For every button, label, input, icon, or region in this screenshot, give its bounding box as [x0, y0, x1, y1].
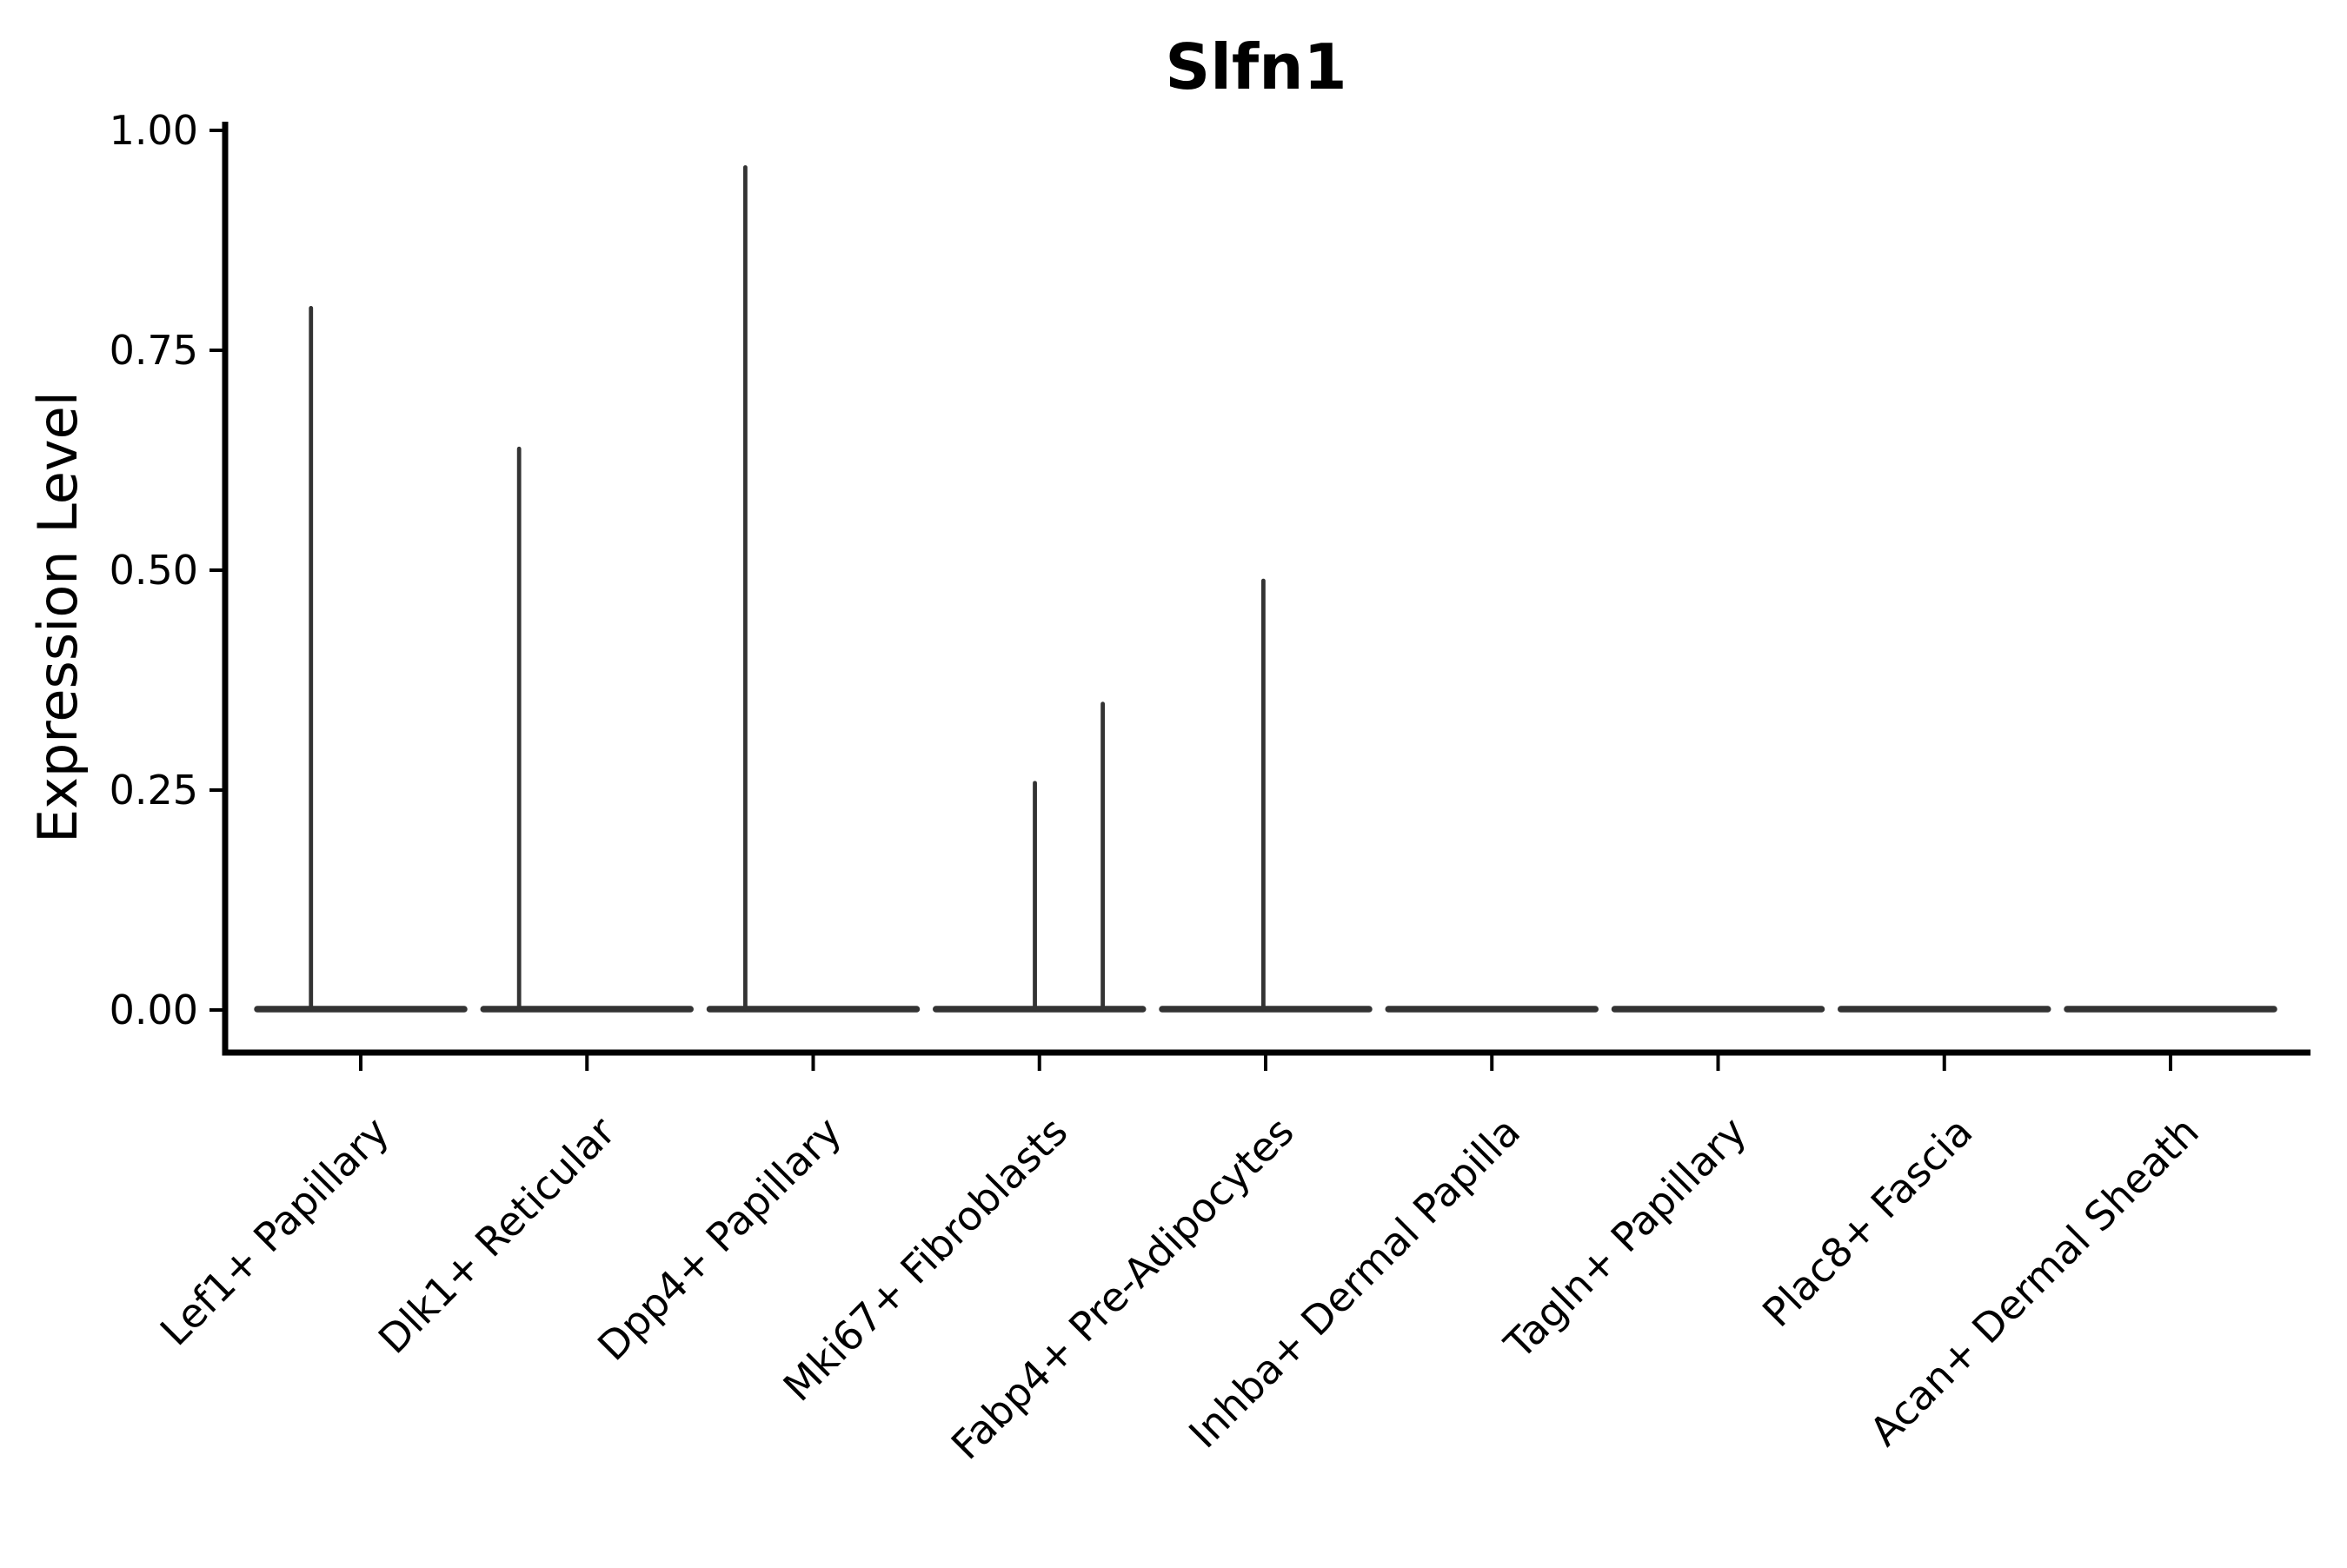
x-tick-label: Plac8+ Fascia [1753, 1108, 1981, 1336]
y-tick-label: 0.50 [110, 547, 198, 594]
y-axis-ticks: 1.00 0.75 0.50 0.25 0.00 [110, 107, 223, 1033]
y-tick-label: 1.00 [110, 107, 198, 154]
plot-title: Slfn1 [1165, 30, 1346, 103]
y-axis-label: Expression Level [26, 391, 90, 843]
y-tick-label: 0.75 [110, 327, 198, 374]
y-tick-label: 0.25 [110, 767, 198, 814]
x-tick-label: Dlk1+ Reticular [369, 1108, 624, 1363]
violins [254, 165, 2277, 1013]
x-tick-label: Tagln+ Papillary [1495, 1108, 1756, 1369]
x-tick-label: Dpp4+ Papillary [588, 1108, 850, 1370]
y-tick-label: 0.00 [110, 987, 198, 1033]
x-tick-label: Lef1+ Papillary [151, 1108, 398, 1355]
